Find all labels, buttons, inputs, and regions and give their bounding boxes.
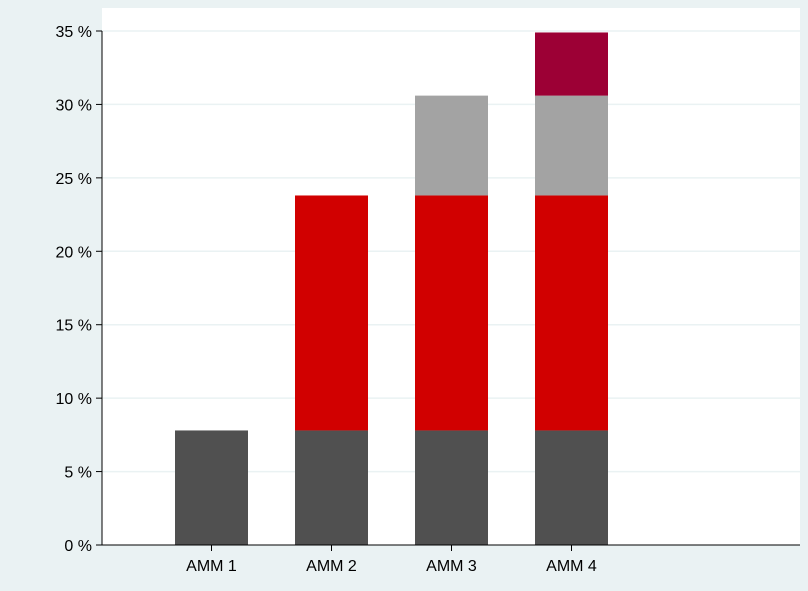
y-tick-label: 10 %	[56, 391, 92, 408]
y-tick-label: 0 %	[64, 538, 92, 555]
y-tick-label: 15 %	[56, 318, 92, 335]
y-tick-label: 25 %	[56, 171, 92, 188]
bars	[175, 32, 608, 545]
bar-segment	[535, 430, 608, 545]
axes	[96, 30, 800, 551]
bar-segment	[535, 32, 608, 96]
bar-segment	[415, 195, 488, 431]
tick-labels: 0 % 5 % 10 % 15 % 20 % 25 % 30 % 35 % AMM 1 AMM 2…	[56, 24, 597, 575]
bar-segment	[175, 430, 248, 545]
bar-segment	[415, 95, 488, 196]
y-tick-label: 30 %	[56, 97, 92, 114]
bar-segment	[295, 430, 368, 545]
bar-segment	[535, 195, 608, 431]
bar-segment	[295, 195, 368, 431]
bar-segment	[415, 430, 488, 545]
x-tick-label: AMM 3	[426, 558, 477, 575]
x-tick-label: AMM 4	[546, 558, 597, 575]
x-tick-label: AMM 1	[186, 558, 237, 575]
y-tick-label: 5 %	[64, 465, 92, 482]
y-tick-label: 20 %	[56, 244, 92, 261]
x-tick-label: AMM 2	[306, 558, 357, 575]
y-tick-label: 35 %	[56, 24, 92, 41]
bar-segment	[535, 95, 608, 196]
